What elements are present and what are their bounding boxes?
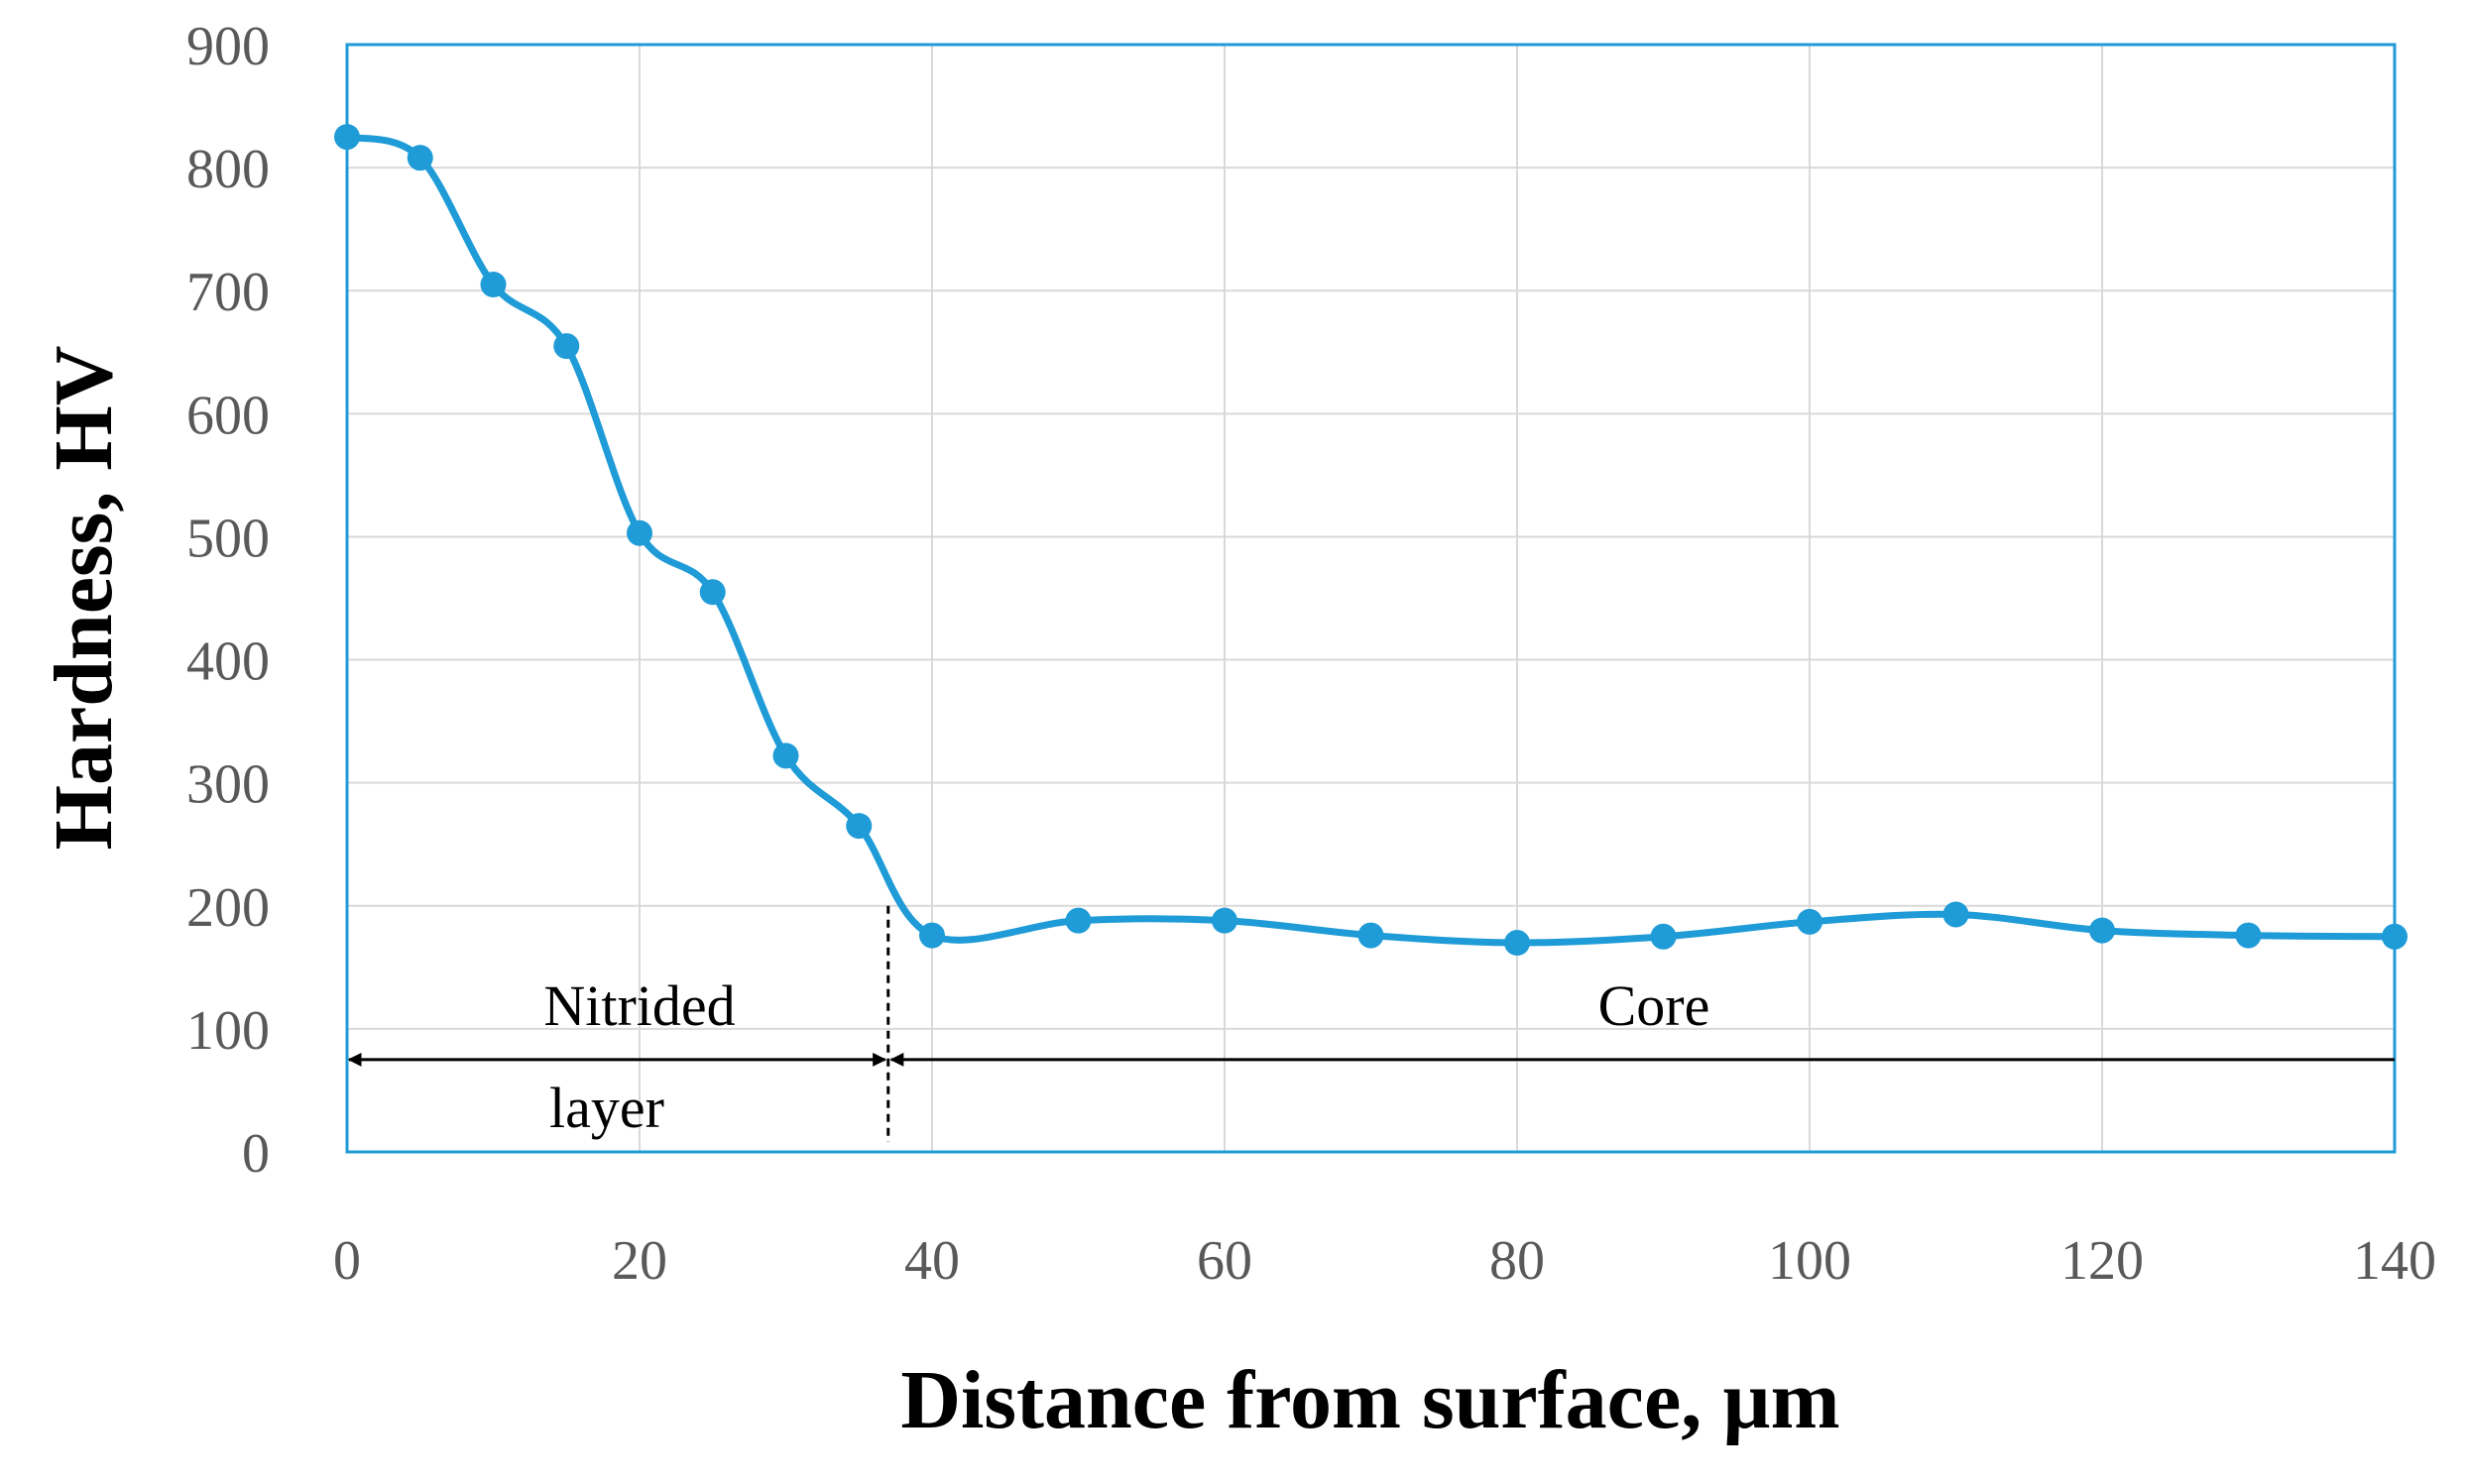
data-point <box>846 813 873 840</box>
data-point <box>2235 922 2262 949</box>
data-point <box>1797 908 1822 935</box>
x-tick-label: 60 <box>1197 1230 1252 1292</box>
data-point <box>772 742 799 769</box>
data-point <box>1504 930 1530 957</box>
data-point <box>407 145 433 171</box>
data-point <box>2382 923 2408 950</box>
y-tick-label: 300 <box>186 754 270 816</box>
y-tick-label: 500 <box>186 508 270 569</box>
data-point <box>1942 901 1969 928</box>
data-point <box>1357 922 1384 949</box>
y-tick-label: 900 <box>186 16 270 77</box>
y-tick-label: 100 <box>186 1000 270 1062</box>
data-point <box>2089 917 2115 944</box>
data-point <box>1212 907 1237 934</box>
x-tick-label: 20 <box>612 1230 667 1292</box>
layer-label: layer <box>549 1076 664 1140</box>
y-tick-label: 200 <box>186 877 270 939</box>
y-tick-label: 600 <box>186 385 270 446</box>
x-axis-title: Distance from surface, µm <box>900 1354 1839 1446</box>
data-point <box>480 272 507 298</box>
x-tick-label: 140 <box>2353 1230 2436 1292</box>
x-tick-labels: 0 20 40 60 80 100 120 140 <box>333 1230 2436 1292</box>
data-point <box>1650 923 1677 950</box>
x-tick-label: 0 <box>333 1230 361 1292</box>
x-tick-label: 120 <box>2060 1230 2144 1292</box>
data-point <box>919 922 945 949</box>
plot-area-border <box>345 43 2397 1154</box>
annotations: Nitrided layer Core <box>347 905 2395 1142</box>
y-tick-labels: 0 100 200 300 400 500 600 700 800 900 <box>186 16 270 1185</box>
x-tick-label: 40 <box>904 1230 960 1292</box>
nitrided-label: Nitrided <box>543 973 735 1038</box>
data-point <box>627 519 652 546</box>
data-point <box>553 333 580 360</box>
data-point <box>1065 907 1092 934</box>
y-tick-label: 700 <box>186 262 270 323</box>
y-tick-label: 400 <box>186 631 270 693</box>
x-tick-label: 80 <box>1489 1230 1545 1292</box>
y-tick-label: 800 <box>186 139 270 200</box>
data-point <box>334 124 360 151</box>
x-tick-label: 100 <box>1768 1230 1851 1292</box>
core-label: Core <box>1598 973 1710 1038</box>
y-axis-title: Hardness, HV <box>38 346 130 851</box>
data-point <box>699 579 726 606</box>
series-group <box>334 124 2408 957</box>
y-tick-label: 0 <box>242 1123 270 1185</box>
series-line <box>346 133 2396 947</box>
